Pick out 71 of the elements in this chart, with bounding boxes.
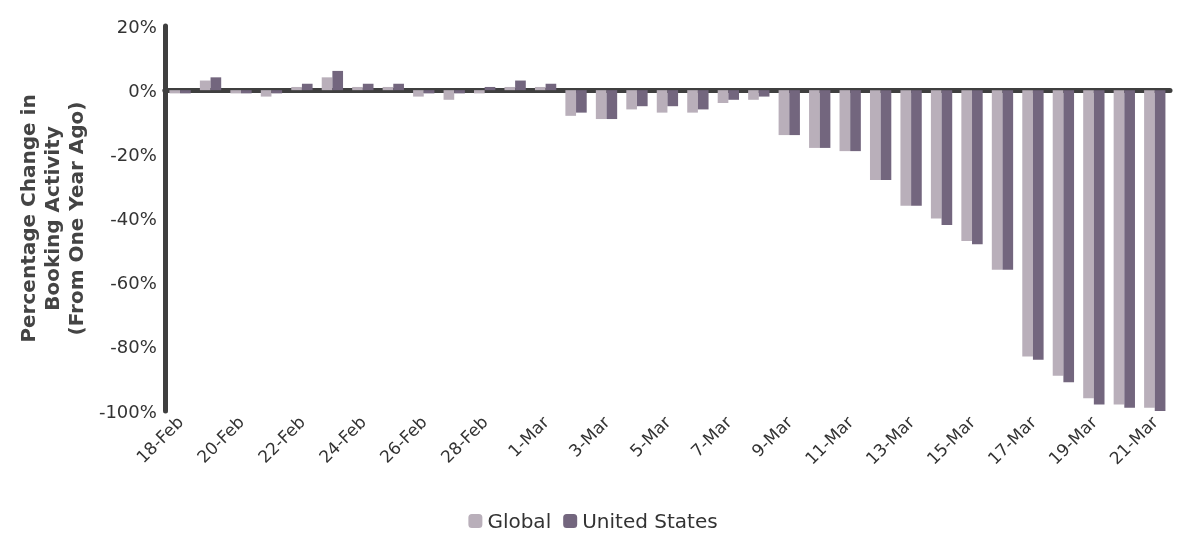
bar bbox=[534, 86, 546, 91]
y-tick-label: 20% bbox=[116, 15, 157, 37]
bar bbox=[1083, 90, 1094, 399]
bar bbox=[474, 90, 485, 94]
bar bbox=[606, 90, 618, 120]
y-tick-label: 0% bbox=[128, 79, 157, 101]
bar bbox=[972, 90, 983, 245]
bar bbox=[687, 90, 698, 113]
bar bbox=[869, 90, 881, 180]
bar bbox=[321, 77, 333, 91]
bar bbox=[1002, 90, 1014, 270]
bar bbox=[850, 90, 861, 152]
bar bbox=[1093, 90, 1105, 405]
bar bbox=[748, 90, 759, 100]
legend-label: United States bbox=[582, 509, 718, 533]
bar bbox=[728, 90, 740, 100]
bar bbox=[991, 90, 1003, 270]
y-tick-label: -60% bbox=[110, 272, 157, 294]
bar bbox=[301, 83, 313, 91]
bar bbox=[789, 90, 800, 136]
bar bbox=[271, 90, 283, 94]
bar bbox=[626, 90, 637, 110]
bar bbox=[180, 90, 191, 94]
y-tick-label: -20% bbox=[110, 143, 157, 165]
bar bbox=[1124, 90, 1135, 408]
bar bbox=[778, 90, 790, 136]
bar bbox=[1144, 90, 1155, 408]
y-tick-label: -80% bbox=[110, 336, 157, 358]
bar bbox=[911, 90, 922, 206]
bar bbox=[930, 90, 942, 219]
bar bbox=[210, 77, 222, 91]
bar bbox=[717, 90, 729, 103]
bar bbox=[1052, 90, 1064, 376]
bar bbox=[1113, 90, 1125, 405]
bar bbox=[900, 90, 912, 206]
bar bbox=[169, 90, 181, 94]
bar bbox=[454, 90, 465, 94]
bar bbox=[819, 90, 831, 148]
bar bbox=[332, 70, 344, 91]
bar bbox=[809, 90, 820, 148]
bar bbox=[1032, 90, 1044, 360]
bar bbox=[443, 90, 455, 100]
bar bbox=[1063, 90, 1075, 383]
bar bbox=[595, 90, 607, 120]
bar bbox=[636, 90, 648, 107]
bar bbox=[199, 80, 211, 91]
bar bbox=[413, 90, 424, 97]
bar bbox=[515, 80, 526, 91]
bar bbox=[576, 90, 587, 113]
y-axis-title: Percentage Change in Booking Activity (From One Year Ago) bbox=[16, 94, 88, 343]
bar bbox=[230, 90, 241, 94]
bar bbox=[1154, 90, 1166, 411]
bar bbox=[880, 90, 892, 180]
bar bbox=[667, 90, 679, 107]
bar bbox=[291, 86, 302, 91]
bar bbox=[260, 90, 272, 97]
bar bbox=[1022, 90, 1033, 357]
bar bbox=[241, 90, 252, 94]
y-tick-label: -40% bbox=[110, 208, 157, 229]
bar bbox=[504, 86, 516, 91]
bar bbox=[565, 90, 577, 116]
bar bbox=[393, 83, 404, 91]
bar bbox=[961, 90, 973, 241]
bar bbox=[758, 90, 770, 97]
bar bbox=[656, 90, 668, 113]
bar bbox=[839, 90, 851, 152]
y-tick-label: -100% bbox=[98, 400, 157, 422]
bar bbox=[352, 86, 363, 91]
bar bbox=[941, 90, 953, 225]
legend-label: Global bbox=[487, 509, 552, 533]
bar bbox=[697, 90, 709, 110]
